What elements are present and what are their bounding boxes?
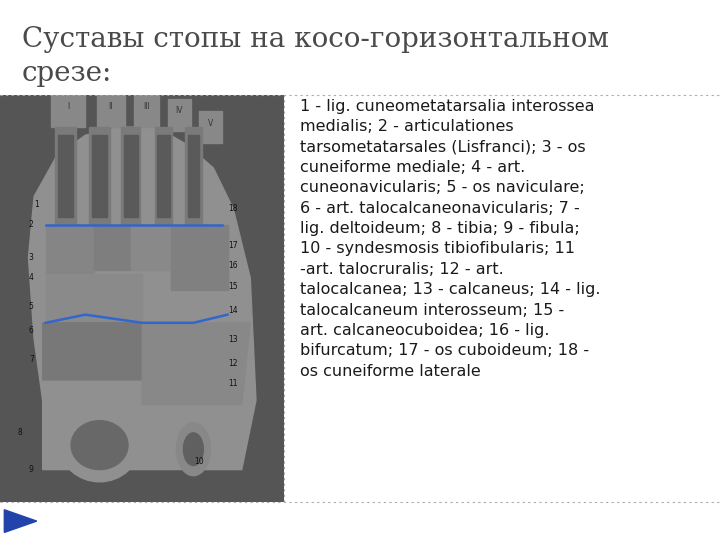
Text: 15: 15 [228, 282, 238, 291]
Polygon shape [42, 323, 194, 380]
Polygon shape [199, 111, 222, 144]
Text: 5: 5 [29, 302, 34, 311]
Polygon shape [45, 225, 94, 274]
Bar [89, 127, 109, 225]
Bar [188, 136, 199, 217]
Polygon shape [29, 127, 256, 470]
Bar [185, 127, 202, 225]
Text: 10: 10 [194, 457, 204, 466]
Text: I: I [67, 102, 69, 111]
Text: 13: 13 [228, 335, 238, 343]
Polygon shape [96, 94, 125, 127]
Bar [158, 136, 170, 217]
Ellipse shape [184, 433, 203, 465]
Text: 1: 1 [35, 200, 40, 209]
Text: III: III [143, 102, 150, 111]
Text: 17: 17 [228, 241, 238, 250]
Bar [92, 136, 107, 217]
Ellipse shape [71, 421, 128, 470]
Polygon shape [45, 274, 143, 323]
Polygon shape [131, 225, 171, 270]
Text: 7: 7 [29, 355, 34, 364]
Bar [58, 136, 73, 217]
Polygon shape [134, 94, 159, 127]
Text: Суставы стопы на косо-горизонтальном
срезе:: Суставы стопы на косо-горизонтальном сре… [22, 26, 608, 87]
Text: 4: 4 [29, 273, 34, 282]
Bar [124, 136, 138, 217]
Text: 14: 14 [228, 306, 238, 315]
Text: 6: 6 [29, 327, 34, 335]
Text: IV: IV [176, 106, 183, 116]
Text: 18: 18 [228, 204, 238, 213]
Text: 1 - lig. cuneometatarsalia interossea
medialis; 2 - articulationes
tarsometatars: 1 - lig. cuneometatarsalia interossea me… [300, 99, 600, 379]
Text: 3: 3 [29, 253, 34, 262]
Ellipse shape [60, 408, 140, 482]
Polygon shape [94, 225, 131, 270]
Text: 16: 16 [228, 261, 238, 270]
Text: 12: 12 [228, 359, 238, 368]
Bar [55, 127, 76, 225]
Text: II: II [109, 102, 113, 111]
Polygon shape [143, 323, 251, 404]
Bar [121, 127, 140, 225]
Polygon shape [51, 94, 86, 127]
Polygon shape [168, 99, 191, 131]
Text: 11: 11 [228, 380, 238, 388]
Ellipse shape [176, 423, 210, 476]
Bar [155, 127, 173, 225]
Polygon shape [171, 225, 228, 290]
Text: 2: 2 [29, 220, 34, 230]
Polygon shape [4, 510, 37, 532]
Text: 9: 9 [29, 465, 34, 474]
Text: V: V [208, 119, 213, 127]
Text: 8: 8 [17, 428, 22, 437]
